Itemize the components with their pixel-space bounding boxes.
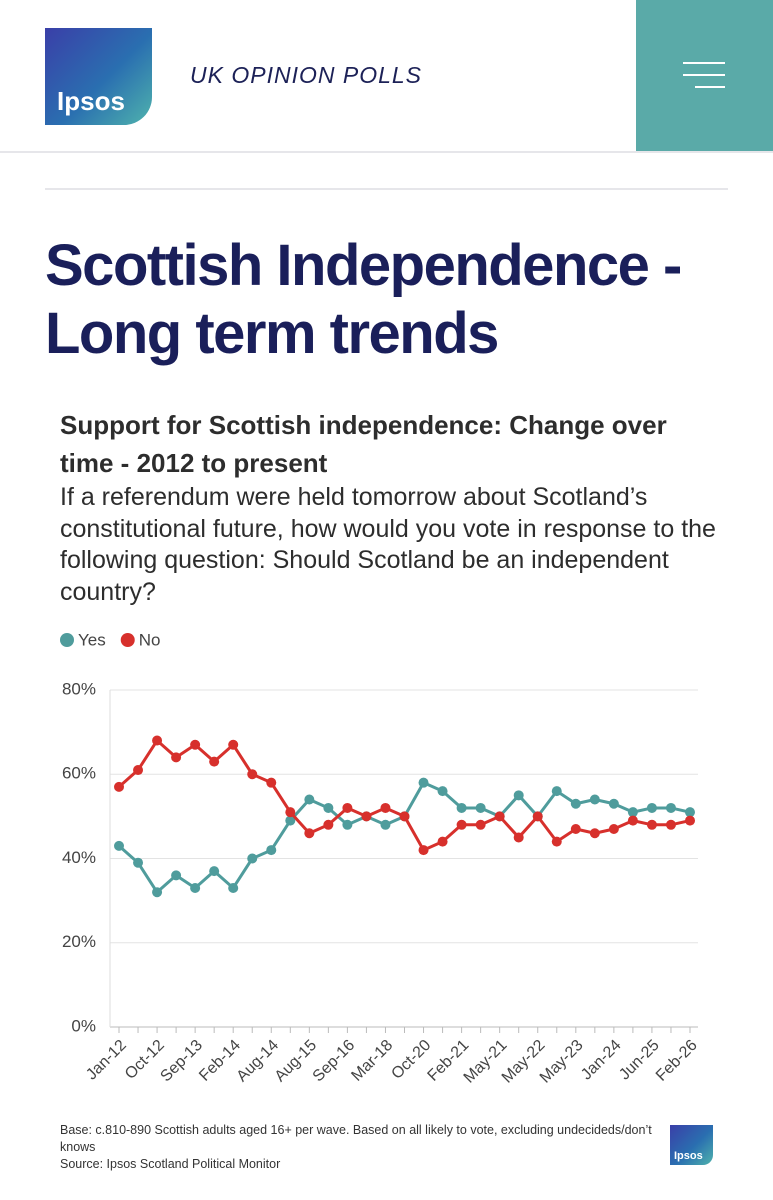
x-tick-label: Feb-26 [653,1037,701,1085]
data-point [285,807,296,818]
menu-button[interactable] [636,0,773,152]
x-tick-label: Aug-15 [272,1037,321,1086]
data-point [114,781,124,792]
data-point [570,798,581,809]
data-point [380,802,391,813]
data-point [646,802,657,813]
logo-text: Ipsos [674,1150,703,1162]
data-point [475,802,486,813]
data-point [152,735,163,746]
menu-bar [683,74,725,76]
menu-bar [683,62,725,64]
legend-marker [120,633,135,647]
y-tick-label: 40% [62,848,96,867]
x-tick-label: May-23 [537,1037,587,1087]
data-point [361,811,372,822]
x-tick-label: Sep-16 [310,1037,359,1086]
page-title: Scottish Independence - Long term trends [45,233,682,366]
data-point [570,824,581,835]
data-point [342,819,353,830]
logo-text: Ipsos [57,86,125,116]
data-point [209,866,220,877]
data-point [323,802,334,813]
data-point [437,836,448,847]
data-point [114,840,124,851]
data-point [304,794,315,805]
data-point [209,756,220,767]
chart: Yes No0%20%40%60%80%Jan-12Oct-12Sep-13Feb… [60,630,701,1087]
data-point [646,819,657,830]
data-point [304,828,315,839]
data-point [475,819,486,830]
x-tick-label: Jan-24 [578,1037,625,1084]
data-point [608,824,619,835]
data-point [589,828,600,839]
footer-logo: Ipsos [670,1125,713,1165]
data-point [228,739,239,750]
y-tick-label: 0% [71,1016,96,1035]
legend-label: Yes [78,630,106,649]
chart-note: Base: c.810-890 Scottish adults aged 16+… [60,1123,652,1154]
x-tick-label: Jan-12 [83,1037,130,1084]
data-point [228,882,239,893]
x-tick-label: Mar-18 [348,1037,396,1085]
data-point [437,786,448,797]
data-point [589,794,600,805]
legend-label: No [139,630,161,649]
data-point [551,786,562,797]
data-point [399,811,410,822]
menu-bar [695,86,725,88]
x-tick-label: Sep-13 [157,1037,206,1086]
data-point [494,811,505,822]
data-point [456,819,467,830]
x-tick-label: Aug-14 [234,1037,283,1086]
data-point [171,752,182,763]
data-point [247,853,258,864]
data-point [665,802,676,813]
data-point [285,815,296,826]
series-line [118,739,691,852]
y-tick-label: 80% [62,679,96,698]
data-point [380,819,391,830]
data-point [190,882,201,893]
y-tick-label: 20% [62,932,96,951]
data-point [513,832,524,843]
data-point [608,798,619,809]
data-point [418,777,429,788]
data-point [627,815,638,826]
data-point [247,769,258,780]
data-point [342,802,353,813]
data-point [532,811,543,822]
data-point [551,836,562,847]
y-tick-label: 60% [62,764,96,783]
chart-subtitle: If a referendum were held tomorrow about… [60,483,716,606]
logo[interactable]: Ipsos [45,28,152,125]
divider [45,188,728,190]
data-point [323,819,334,830]
data-point [266,845,277,856]
data-point [133,765,144,776]
chart-source: Source: Ipsos Scotland Political Monitor [60,1157,281,1171]
section-title[interactable]: UK OPINION POLLS [190,62,423,88]
data-point [627,807,638,818]
legend-marker [60,633,74,647]
series-line [118,781,691,894]
data-point [133,857,144,868]
data-point [685,815,695,826]
data-point [418,845,429,856]
data-point [685,807,695,818]
data-point [171,870,182,881]
data-point [152,887,163,898]
data-point [665,819,676,830]
data-point [456,802,467,813]
data-point [513,790,524,801]
data-point [266,777,277,788]
data-point [190,739,201,750]
header-border [0,151,773,153]
chart-title: Support for Scottish independence: Chang… [60,410,667,478]
